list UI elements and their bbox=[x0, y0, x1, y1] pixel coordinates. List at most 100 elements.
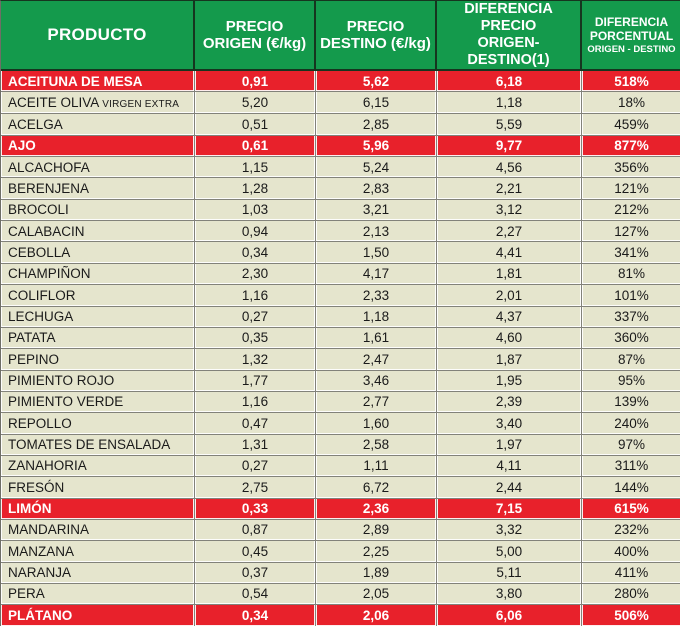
table-row: MANZANA 0,45 2,25 5,00 400% bbox=[1, 540, 680, 562]
diferencia-precio-cell: 2,44 bbox=[437, 476, 582, 498]
precio-destino-cell: 2,06 bbox=[316, 604, 437, 626]
precio-origen-cell: 1,03 bbox=[195, 198, 316, 221]
precio-destino-cell: 5,96 bbox=[316, 134, 437, 157]
precio-destino-cell: 2,47 bbox=[316, 348, 437, 370]
column-header-producto: PRODUCTO bbox=[1, 1, 195, 72]
product-name: BERENJENA bbox=[8, 180, 90, 196]
table-row: MANDARINA 0,87 2,89 3,32 232% bbox=[1, 518, 680, 541]
precio-destino-cell: 1,50 bbox=[316, 241, 437, 263]
diferencia-precio-cell: 4,37 bbox=[437, 305, 582, 327]
table-row: CEBOLLA 0,34 1,50 4,41 341% bbox=[1, 241, 680, 263]
precio-destino-cell: 3,46 bbox=[316, 369, 437, 391]
product-name: FRESÓN bbox=[8, 479, 65, 495]
precio-origen-cell: 2,30 bbox=[195, 262, 316, 285]
diferencia-precio-cell: 1,18 bbox=[437, 91, 582, 114]
product-name: ACEITUNA DE MESA bbox=[8, 73, 143, 89]
diferencia-precio-cell: 4,60 bbox=[437, 326, 582, 349]
diferencia-precio-cell: 1,81 bbox=[437, 262, 582, 285]
product-name: LECHUGA bbox=[8, 308, 74, 324]
product-name-cell: PEPINO bbox=[1, 348, 195, 370]
product-name-cell: PERA bbox=[1, 582, 195, 605]
table-row: COLIFLOR 1,16 2,33 2,01 101% bbox=[1, 284, 680, 306]
diferencia-precio-cell: 3,80 bbox=[437, 582, 582, 605]
product-name-cell: FRESÓN bbox=[1, 476, 195, 498]
product-name: COLIFLOR bbox=[8, 287, 76, 303]
diferencia-precio-cell: 2,27 bbox=[437, 220, 582, 242]
precio-origen-cell: 2,75 bbox=[195, 476, 316, 498]
product-name-cell: CALABACIN bbox=[1, 220, 195, 242]
table-row-highlighted: LIMÓN 0,33 2,36 7,15 615% bbox=[1, 497, 680, 519]
product-name-cell: MANDARINA bbox=[1, 518, 195, 541]
table-row: FRESÓN 2,75 6,72 2,44 144% bbox=[1, 476, 680, 498]
column-header-diferencia-porcentual: DIFERENCIA PORCENTUAL ORIGEN - DESTINO bbox=[582, 1, 680, 72]
precio-destino-cell: 1,11 bbox=[316, 454, 437, 477]
table-row: NARANJA 0,37 1,89 5,11 411% bbox=[1, 561, 680, 583]
diferencia-porcentual-cell: 240% bbox=[582, 412, 680, 434]
diferencia-precio-cell: 5,00 bbox=[437, 540, 582, 562]
precio-origen-cell: 0,34 bbox=[195, 241, 316, 263]
diferencia-precio-cell: 1,97 bbox=[437, 433, 582, 455]
precio-origen-cell: 0,94 bbox=[195, 220, 316, 242]
table-row: ZANAHORIA 0,27 1,11 4,11 311% bbox=[1, 454, 680, 477]
product-name: ALCACHOFA bbox=[8, 159, 90, 175]
product-name: ZANAHORIA bbox=[8, 458, 87, 474]
product-name-cell: REPOLLO bbox=[1, 412, 195, 434]
precio-destino-cell: 5,62 bbox=[316, 71, 437, 92]
column-header-label: PORCENTUAL bbox=[589, 28, 674, 43]
precio-origen-cell: 0,51 bbox=[195, 113, 316, 135]
table-row: BERENJENA 1,28 2,83 2,21 121% bbox=[1, 177, 680, 199]
precio-origen-cell: 1,28 bbox=[195, 177, 316, 199]
table-row: PATATA 0,35 1,61 4,60 360% bbox=[1, 326, 680, 349]
diferencia-porcentual-cell: 127% bbox=[582, 220, 680, 242]
precio-destino-cell: 2,33 bbox=[316, 284, 437, 306]
precio-origen-cell: 1,77 bbox=[195, 369, 316, 391]
precio-destino-cell: 6,72 bbox=[316, 476, 437, 498]
precio-destino-cell: 2,05 bbox=[316, 582, 437, 605]
table-row: CALABACIN 0,94 2,13 2,27 127% bbox=[1, 220, 680, 242]
precio-origen-cell: 1,15 bbox=[195, 156, 316, 178]
diferencia-porcentual-cell: 232% bbox=[582, 518, 680, 541]
table-row: LECHUGA 0,27 1,18 4,37 337% bbox=[1, 305, 680, 327]
precio-origen-cell: 0,33 bbox=[195, 497, 316, 519]
precio-destino-cell: 2,36 bbox=[316, 497, 437, 519]
column-header-label: DIFERENCIA bbox=[594, 14, 669, 29]
diferencia-porcentual-cell: 81% bbox=[582, 262, 680, 285]
column-header-label: ORIGEN (€/kg) bbox=[202, 35, 307, 53]
diferencia-porcentual-cell: 337% bbox=[582, 305, 680, 327]
precio-destino-cell: 2,85 bbox=[316, 113, 437, 135]
product-name: MANZANA bbox=[8, 543, 75, 559]
precio-origen-cell: 1,32 bbox=[195, 348, 316, 370]
product-name-cell: ZANAHORIA bbox=[1, 454, 195, 477]
column-header-precio-origen: PRECIO ORIGEN (€/kg) bbox=[195, 1, 316, 72]
product-name: PIMIENTO VERDE bbox=[8, 394, 124, 410]
diferencia-precio-cell: 4,41 bbox=[437, 241, 582, 263]
table-row: PIMIENTO ROJO 1,77 3,46 1,95 95% bbox=[1, 369, 680, 391]
column-header-label: ORIGEN-DESTINO(1) bbox=[467, 35, 550, 69]
column-header-subtitle: ORIGEN - DESTINO bbox=[587, 43, 676, 55]
product-name: MANDARINA bbox=[8, 522, 90, 538]
product-name-cell: CEBOLLA bbox=[1, 241, 195, 263]
product-name: ACELGA bbox=[8, 116, 63, 132]
product-name: REPOLLO bbox=[8, 415, 72, 431]
precio-origen-cell: 1,16 bbox=[195, 284, 316, 306]
product-name: CHAMPIÑON bbox=[8, 266, 91, 282]
diferencia-porcentual-cell: 97% bbox=[582, 433, 680, 455]
diferencia-porcentual-cell: 18% bbox=[582, 91, 680, 114]
product-name: TOMATES DE ENSALADA bbox=[8, 436, 171, 452]
table-row-highlighted: PLÁTANO 0,34 2,06 6,06 506% bbox=[1, 604, 680, 626]
table-body: ACEITUNA DE MESA 0,91 5,62 6,18 518% ACEITE O… bbox=[1, 71, 680, 626]
diferencia-porcentual-cell: 459% bbox=[582, 113, 680, 135]
product-name: NARANJA bbox=[8, 565, 72, 581]
precio-origen-cell: 0,61 bbox=[195, 134, 316, 157]
diferencia-precio-cell: 4,56 bbox=[437, 156, 582, 178]
product-name: BROCOLI bbox=[8, 202, 69, 218]
diferencia-precio-cell: 7,15 bbox=[437, 497, 582, 519]
diferencia-precio-cell: 2,01 bbox=[437, 284, 582, 306]
precio-origen-cell: 0,54 bbox=[195, 582, 316, 605]
diferencia-porcentual-cell: 139% bbox=[582, 390, 680, 413]
product-name-cell: LECHUGA bbox=[1, 305, 195, 327]
table-row: TOMATES DE ENSALADA 1,31 2,58 1,97 97% bbox=[1, 433, 680, 455]
diferencia-porcentual-cell: 280% bbox=[582, 582, 680, 605]
diferencia-precio-cell: 9,77 bbox=[437, 134, 582, 157]
precio-origen-cell: 0,47 bbox=[195, 412, 316, 434]
